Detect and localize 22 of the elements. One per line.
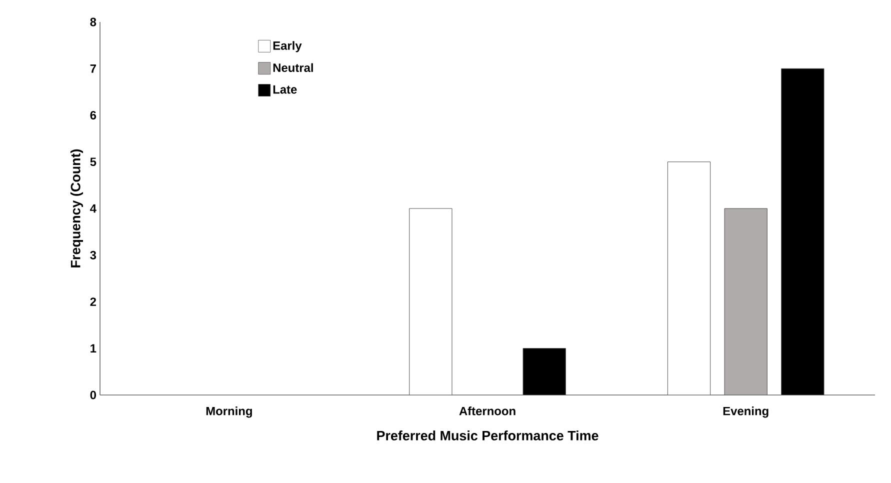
y-tick-label: 5	[90, 158, 96, 166]
y-tick-label: 3	[90, 250, 96, 260]
bar	[522, 348, 566, 395]
x-tick-label: Afternoon	[459, 406, 516, 416]
y-tick-label: 1	[90, 344, 96, 352]
y-tick-label: 2	[90, 298, 96, 306]
x-tick-label: Morning	[206, 406, 252, 418]
x-axis-title: Preferred Music Performance Time	[377, 430, 598, 440]
legend-label: Neutral	[273, 63, 313, 72]
bar	[724, 208, 768, 395]
bar	[667, 162, 711, 395]
bar	[409, 208, 452, 395]
x-tick-label: Evening	[723, 406, 768, 418]
bar	[781, 68, 824, 395]
y-tick-label: 0	[90, 390, 96, 400]
legend-label: Late	[273, 85, 297, 94]
y-axis-title: Frequency (Count)	[70, 149, 84, 268]
legend-label: Early	[273, 41, 302, 52]
y-tick-label: 7	[90, 64, 96, 73]
y-tick-label: 4	[90, 204, 96, 213]
y-tick-label: 6	[90, 111, 96, 120]
y-tick-label: 8	[90, 18, 96, 26]
